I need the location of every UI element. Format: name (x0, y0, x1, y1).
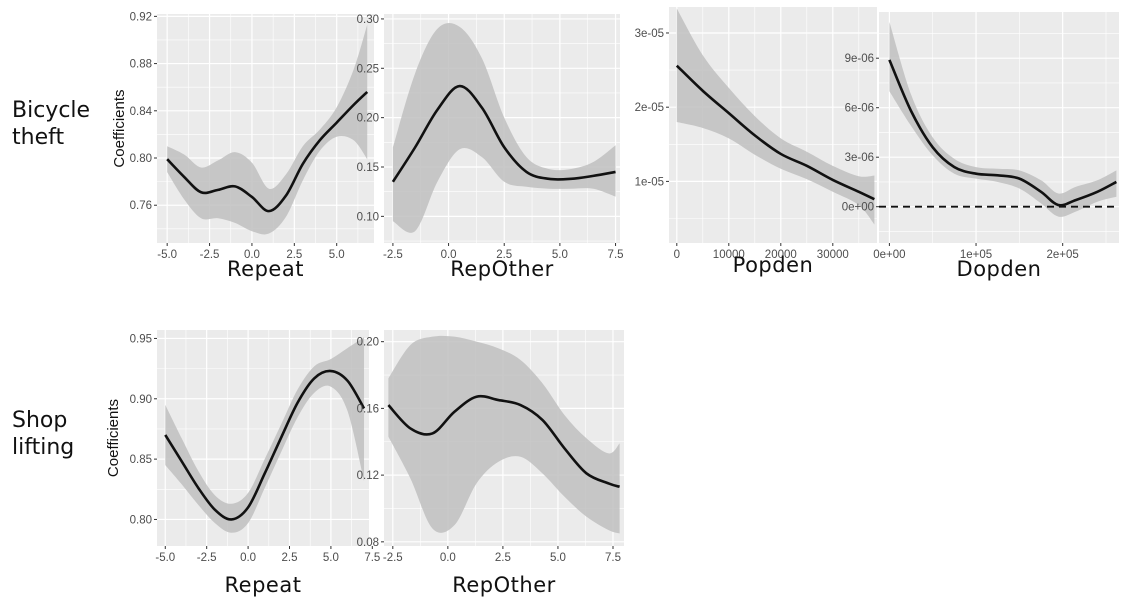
confidence-band (889, 21, 1117, 217)
x-tick-label: -2.5 (200, 249, 220, 261)
x-tick-label: 0 (674, 249, 680, 261)
row-label-bicycle-line2: theft (12, 125, 64, 150)
x-tick-label: 2.5 (496, 249, 512, 261)
y-axis-title: Coefficients (111, 89, 128, 167)
y-tick-label: 0.12 (357, 470, 379, 482)
panel-bicycle-repother: -2.5 0.0 2.5 5.0 7.5 0.10 0.15 0.20 0.25 0.30 RepO… (357, 14, 624, 281)
y-tick-label: 0.88 (130, 59, 152, 71)
confidence-band (167, 24, 368, 235)
y-axis-title: Coefficients (105, 399, 122, 477)
y-tick-label: 3e-05 (635, 28, 664, 40)
coefficient-line (888, 59, 1118, 207)
y-tick-label: 0.30 (357, 14, 379, 26)
x-tick-label: 0.0 (240, 552, 256, 564)
panel-shop-repother: -2.5 0.0 2.5 5.0 7.5 0.08 0.12 0.16 0.20 RepOther (357, 330, 624, 597)
x-tick-label: 0.0 (441, 249, 457, 261)
x-tick-label: 7.5 (605, 552, 621, 564)
panel-bicycle-popden: 0 10000 20000 30000 1e-05 2e-05 3e-05 Popden (635, 7, 877, 277)
x-axis-title: Repeat (225, 573, 302, 597)
panel-bicycle-repeat: -5.0 -2.5 0.0 2.5 5.0 0.76 0.80 0.84 0.88 0.92 Rep… (111, 11, 374, 281)
x-tick-label: 5.0 (550, 552, 566, 564)
panel-shop-repeat: -5.0 -2.5 0.0 2.5 5.0 7.5 0.80 0.85 0.90 0.95 Repe… (105, 330, 380, 597)
coefficient-line (391, 84, 616, 183)
x-tick-label: 2.5 (286, 249, 302, 261)
x-tick-label: 20000 (765, 249, 797, 261)
coefficient-line (166, 90, 369, 213)
y-tick-label: 0.84 (130, 106, 153, 118)
y-tick-label: 0.90 (130, 394, 152, 406)
y-tick-label: 0.10 (357, 211, 379, 223)
row-label-shop-line1: Shop (12, 408, 67, 433)
x-tick-label: 1e+05 (960, 249, 992, 261)
y-tick-label: 0e+00 (842, 202, 874, 214)
coefficient-line (164, 369, 366, 521)
confidence-band (165, 337, 365, 533)
y-tick-label: 6e-06 (845, 103, 874, 115)
row-label-shop-line2: lifting (12, 435, 74, 460)
x-axis-title: RepOther (450, 257, 554, 281)
y-tick-label: 9e-06 (845, 53, 874, 65)
x-tick-label: -2.5 (383, 249, 403, 261)
y-tick-label: 0.16 (357, 403, 379, 415)
coefficient-line (387, 394, 620, 489)
x-tick-label: 0.0 (244, 249, 260, 261)
confidence-band (676, 8, 875, 225)
confidence-band (388, 335, 620, 534)
x-tick-label: -5.0 (157, 249, 177, 261)
y-tick-label: 0.20 (357, 337, 379, 349)
y-tick-label: 0.76 (130, 200, 152, 212)
y-tick-label: 0.92 (130, 11, 152, 23)
x-axis-title: RepOther (452, 573, 556, 597)
x-axis-title: Dopden (957, 257, 1042, 281)
y-tick-label: 0.80 (130, 153, 152, 165)
x-tick-label: 5.0 (552, 249, 568, 261)
x-tick-label: 2e+05 (1047, 249, 1079, 261)
y-tick-label: 0.15 (357, 162, 379, 174)
row-label-bicycle-line1: Bicycle (12, 98, 90, 123)
y-tick-label: 0.08 (357, 537, 379, 549)
y-tick-label: 0.80 (130, 514, 152, 526)
x-tick-label: -5.0 (155, 552, 175, 564)
y-tick-label: 0.25 (357, 63, 379, 75)
y-tick-label: 3e-06 (845, 152, 874, 164)
coefficient-line (675, 64, 875, 201)
x-tick-label: 7.5 (364, 552, 380, 564)
y-tick-label: 0.20 (357, 113, 379, 125)
chart-panels: -5.0 -2.5 0.0 2.5 5.0 0.76 0.80 0.84 0.88 0.92 Rep… (105, 7, 1119, 597)
y-tick-label: 2e-05 (635, 102, 664, 114)
x-tick-label: 30000 (817, 249, 849, 261)
x-tick-label: 10000 (713, 249, 745, 261)
y-tick-label: 0.95 (130, 333, 152, 345)
x-tick-label: 0e+00 (873, 249, 905, 261)
x-tick-label: 2.5 (495, 552, 511, 564)
x-tick-label: -2.5 (197, 552, 217, 564)
x-tick-label: -2.5 (383, 552, 403, 564)
y-tick-label: 1e-05 (635, 176, 664, 188)
x-tick-label: 7.5 (608, 249, 624, 261)
x-tick-label: 5.0 (323, 552, 339, 564)
x-axis-title: Repeat (227, 257, 304, 281)
x-axis-title: Popden (733, 253, 814, 277)
y-tick-label: 0.85 (130, 454, 152, 466)
x-tick-label: 5.0 (329, 249, 345, 261)
x-tick-label: 0.0 (440, 552, 456, 564)
panel-bicycle-dopden: 0e+00 1e+05 2e+05 0e+00 3e-06 6e-06 9e-06 Dopde… (842, 12, 1119, 281)
x-tick-label: 2.5 (282, 552, 298, 564)
